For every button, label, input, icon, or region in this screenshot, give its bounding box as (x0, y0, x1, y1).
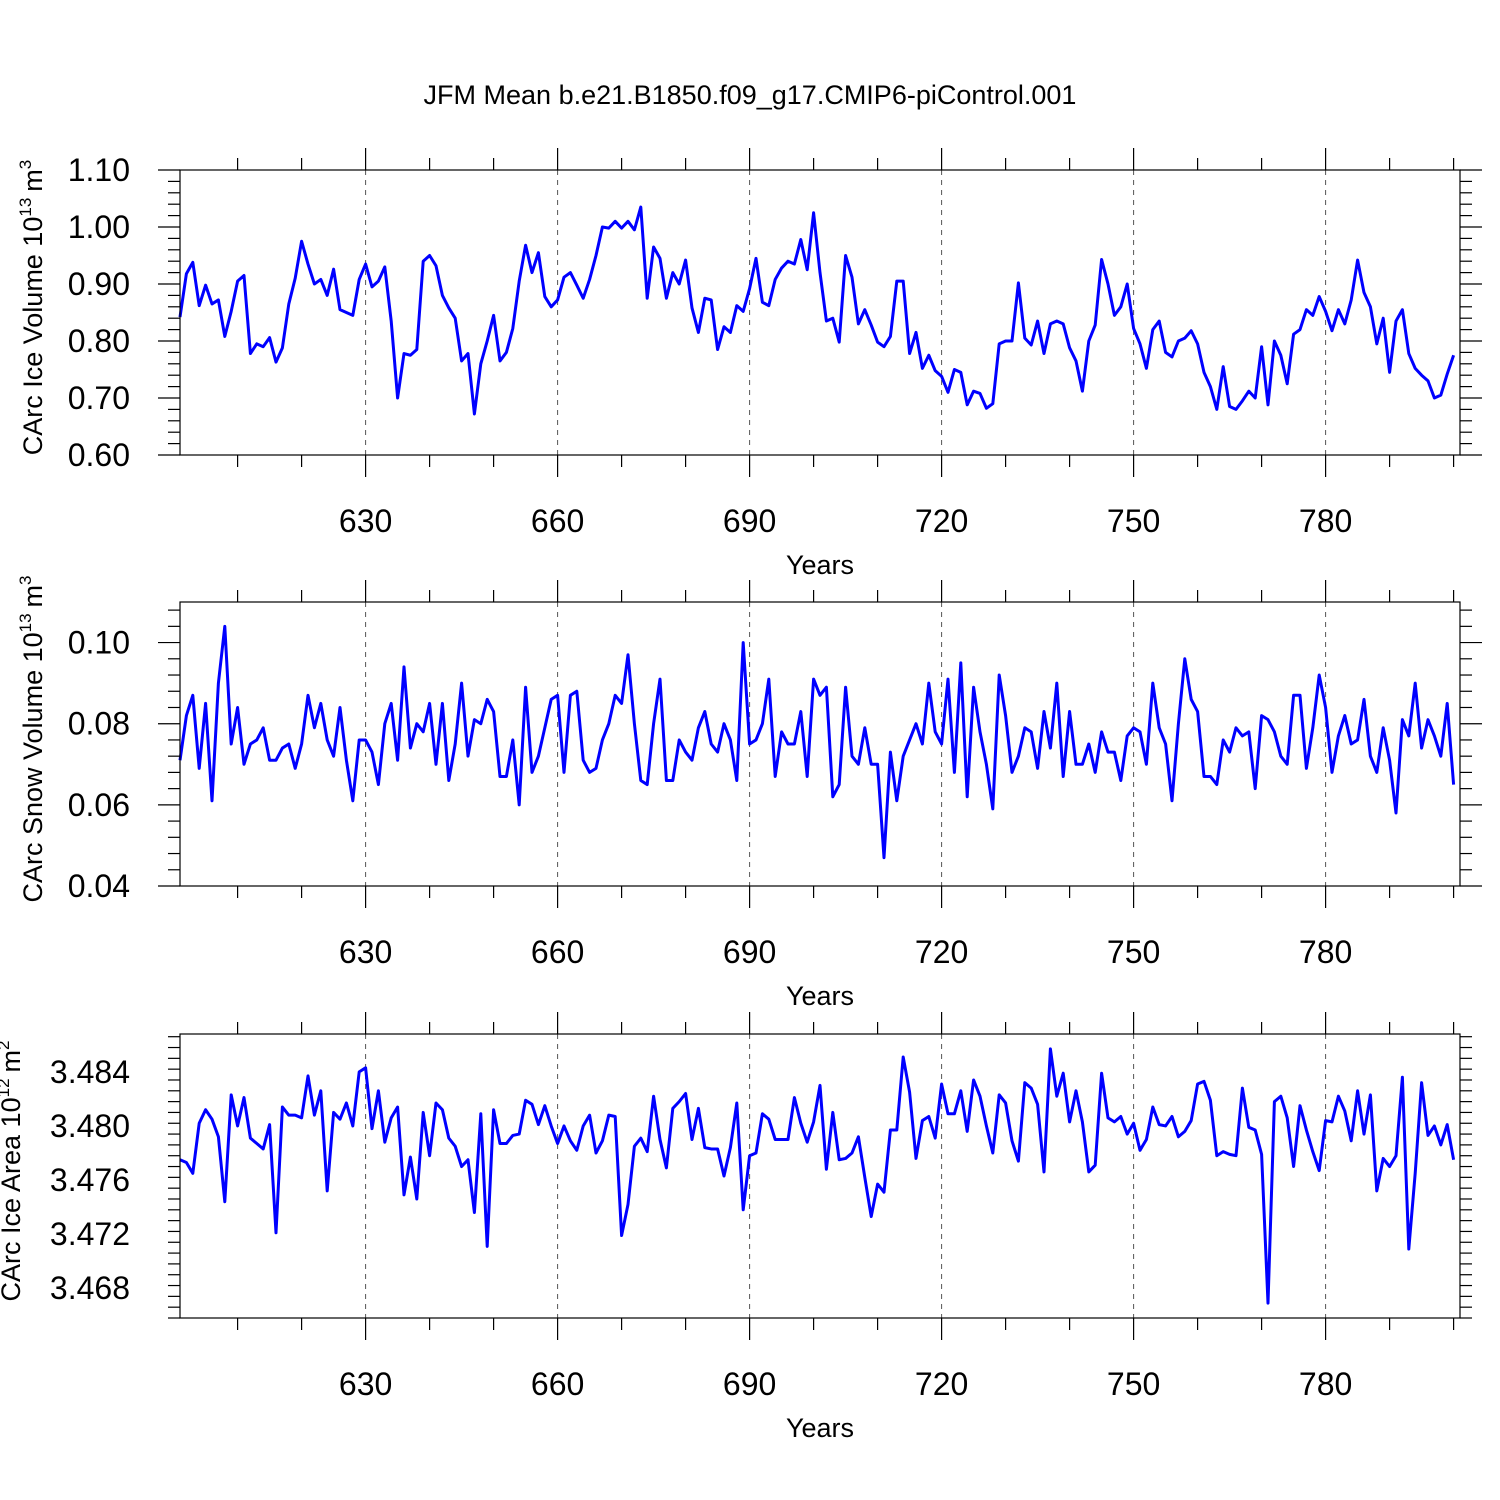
y-tick-label: 0.06 (68, 787, 130, 823)
chart-panel-1: 630 660 690 720 750 780 Years 1.10 1.00 0.90 0.80 0… (16, 148, 1482, 580)
y-tick-label: 1.10 (68, 152, 130, 188)
chart-panel-3: 630 660 690 720 750 780 Years 3.484 3.480 3.476 3.… (0, 1012, 1472, 1443)
x-tick-label: 630 (339, 1366, 392, 1402)
chart-panel-2: 630 660 690 720 750 780 Years 0.10 0.08 0.06 0.04 C… (16, 575, 1482, 1011)
y-tick-label: 0.08 (68, 706, 130, 742)
y-tick-label: 3.484 (50, 1054, 130, 1090)
y-axis-unit-m: m (18, 585, 48, 608)
y-axis-unit-base: 10 (0, 1097, 26, 1127)
y-axis-unit-exponent: 13 (16, 198, 35, 217)
y-tick-label: 3.480 (50, 1108, 130, 1144)
x-tick-label: 630 (339, 503, 392, 539)
plot-frame (179, 1033, 1461, 1319)
y-axis-unit-m-exponent: 3 (16, 575, 35, 584)
y-axis-unit-m: m (0, 1050, 26, 1073)
plot-frame (179, 601, 1461, 887)
x-tick-label: 660 (531, 934, 584, 970)
y-tick-label: 3.468 (50, 1270, 130, 1306)
y-axis-unit-exponent: 12 (0, 1078, 13, 1097)
data-series-line (178, 624, 1456, 860)
y-tick-label: 1.00 (68, 209, 130, 245)
data-series-line (178, 205, 1456, 416)
y-axis-unit-base: 10 (18, 217, 48, 247)
y-tick-label: 0.60 (68, 437, 130, 473)
x-tick-label: 690 (723, 503, 776, 539)
x-tick-label: 780 (1299, 934, 1352, 970)
x-axis-title: Years (786, 981, 854, 1011)
y-tick-label: 3.472 (50, 1216, 130, 1252)
y-axis-unit-m: m (18, 169, 48, 192)
y-axis-unit-exponent: 13 (16, 613, 35, 632)
x-tick-label: 630 (339, 934, 392, 970)
x-tick-label: 720 (915, 503, 968, 539)
data-series-line (179, 1047, 1456, 1305)
y-axis-label-text: CArc Ice Area (0, 1127, 26, 1301)
y-axis-title: CArc Ice Area 1012 m2 (0, 1040, 26, 1301)
x-axis-title: Years (786, 1413, 854, 1443)
y-axis-unit-base: 10 (18, 632, 48, 662)
y-tick-label: 3.476 (50, 1162, 130, 1198)
y-tick-label: 0.10 (68, 625, 130, 661)
y-tick-label: 0.80 (68, 323, 130, 359)
x-axis-title: Years (786, 550, 854, 580)
y-axis-title: CArc Snow Volume 1013 m3 (16, 575, 48, 902)
y-axis-unit-m-exponent: 3 (16, 160, 35, 169)
plot-frame (179, 169, 1461, 456)
y-axis-unit-m-exponent: 2 (0, 1040, 13, 1049)
x-tick-label: 690 (723, 1366, 776, 1402)
x-tick-label: 720 (915, 934, 968, 970)
y-tick-label: 0.90 (68, 266, 130, 302)
x-tick-label: 660 (531, 1366, 584, 1402)
x-tick-label: 660 (531, 503, 584, 539)
y-axis-label-text: CArc Snow Volume (18, 662, 48, 902)
y-tick-label: 0.70 (68, 380, 130, 416)
x-tick-label: 720 (915, 1366, 968, 1402)
x-tick-label: 750 (1107, 1366, 1160, 1402)
x-tick-label: 750 (1107, 934, 1160, 970)
x-tick-label: 750 (1107, 503, 1160, 539)
y-axis-label-text: CArc Ice Volume (18, 247, 48, 456)
y-tick-label: 0.04 (68, 868, 130, 904)
x-tick-label: 690 (723, 934, 776, 970)
y-axis-title: CArc Ice Volume 1013 m3 (16, 160, 48, 456)
x-tick-label: 780 (1299, 1366, 1352, 1402)
chart-title: JFM Mean b.e21.B1850.f09_g17.CMIP6-piCon… (423, 80, 1077, 110)
x-tick-label: 780 (1299, 503, 1352, 539)
